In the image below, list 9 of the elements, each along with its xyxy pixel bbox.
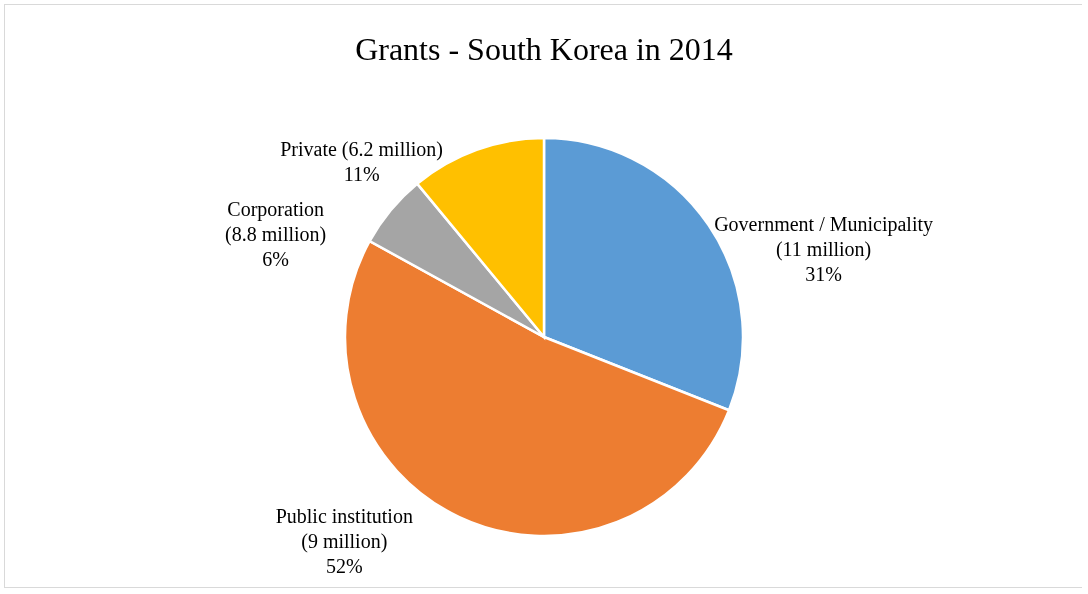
data-label: 31% xyxy=(805,263,842,286)
slice-label: Private (6.2 million) xyxy=(280,137,443,161)
chart-title: Grants - South Korea in 2014 xyxy=(355,31,733,67)
slice-label: Government / Municipality (11 million) xyxy=(714,213,934,262)
slice-label: Public institution (9 million) xyxy=(275,505,413,554)
data-label: 6% xyxy=(262,248,289,271)
slice-label: Corporation (8.8 million) xyxy=(225,198,327,247)
data-label: 11% xyxy=(343,162,380,185)
data-label: 52% xyxy=(325,555,363,578)
